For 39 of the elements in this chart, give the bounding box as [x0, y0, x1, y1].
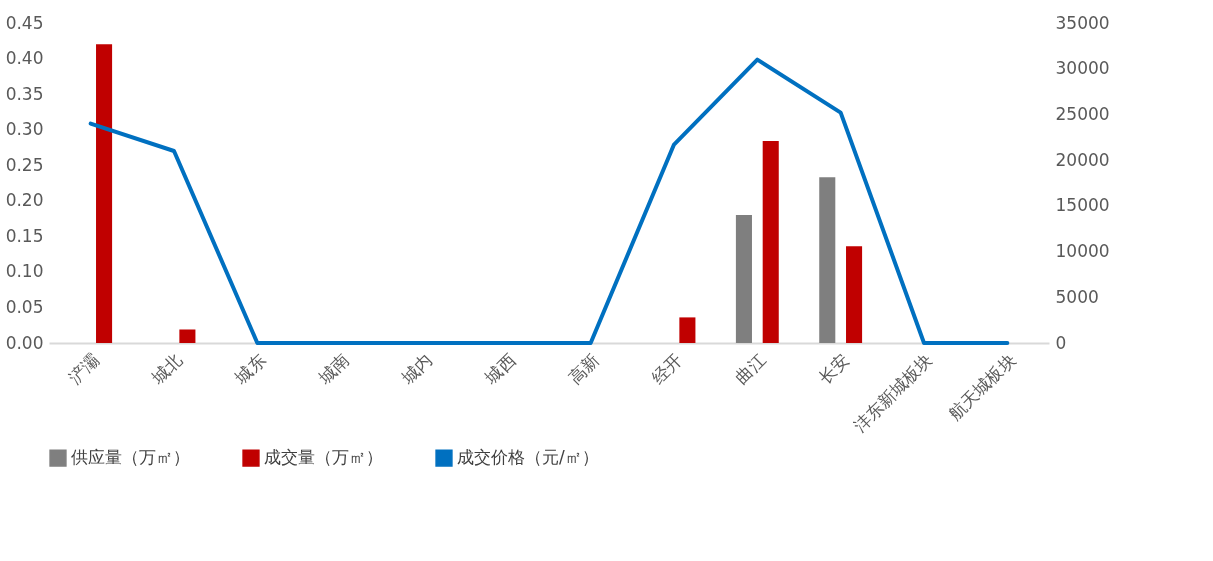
y-tick-label: 0.30 — [5, 119, 44, 140]
x-tick-label: 航天城板块 — [945, 349, 1020, 424]
y2-tick-label: 10000 — [1055, 241, 1110, 262]
legend-label: 成交量（万㎡） — [264, 447, 383, 468]
bar — [735, 215, 752, 343]
bar — [762, 141, 779, 343]
y2-tick-label: 0 — [1055, 332, 1067, 353]
x-tick-label: 城北 — [147, 349, 187, 389]
x-tick-label: 浐灞 — [64, 349, 103, 388]
y2-tick-label: 20000 — [1055, 149, 1110, 170]
bar — [846, 246, 863, 343]
y-tick-label: 0.25 — [5, 154, 44, 175]
x-tick-label: 城东 — [230, 349, 270, 389]
bar — [179, 329, 196, 343]
y2-tick-label: 15000 — [1055, 195, 1110, 216]
y-tick-label: 0.45 — [5, 12, 44, 33]
y-tick-label: 0.15 — [5, 225, 44, 246]
y-tick-label: 0.05 — [5, 296, 44, 317]
y2-tick-label: 30000 — [1055, 58, 1110, 79]
x-tick-label: 城南 — [313, 349, 353, 389]
y2-tick-label: 35000 — [1055, 12, 1110, 33]
bar — [679, 317, 696, 343]
y-tick-label: 0.20 — [5, 190, 44, 211]
y-tick-label: 0.00 — [5, 332, 44, 353]
x-tick-label: 曲江 — [731, 349, 770, 388]
y-tick-label: 0.40 — [5, 48, 44, 69]
y-tick-label: 0.35 — [5, 83, 44, 104]
x-tick-label: 高新 — [564, 349, 603, 388]
bar — [819, 177, 836, 343]
x-tick-label: 城西 — [480, 349, 520, 389]
x-tick-label: 城内 — [397, 349, 437, 389]
x-tick-label: 经开 — [647, 349, 687, 388]
bar — [96, 44, 113, 343]
legend-label: 供应量（万㎡） — [71, 447, 190, 468]
y2-tick-label: 25000 — [1055, 103, 1110, 124]
y2-tick-label: 5000 — [1055, 286, 1099, 307]
y-tick-label: 0.10 — [5, 261, 44, 282]
line-series — [88, 57, 1010, 345]
legend-label: 成交价格（元/㎡） — [457, 447, 599, 468]
